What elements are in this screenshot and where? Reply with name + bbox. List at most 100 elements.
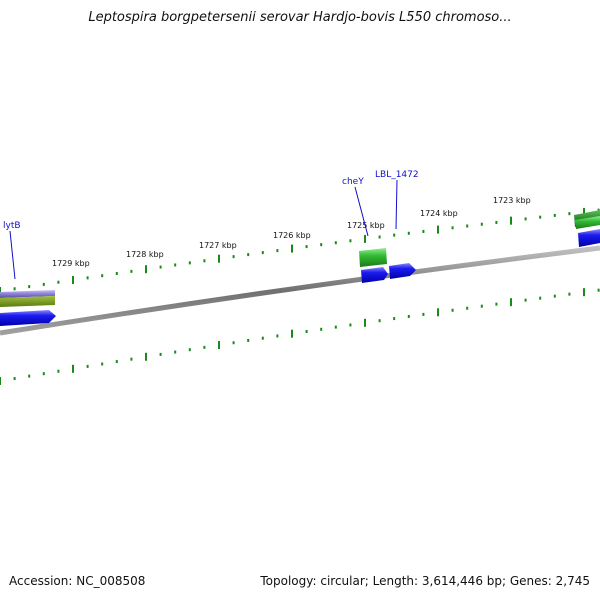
minor-tick: [539, 215, 542, 219]
minor-tick: [349, 323, 352, 327]
minor-tick: [539, 296, 542, 300]
tick-label: 1729 kbp: [52, 259, 90, 268]
minor-tick: [159, 352, 162, 356]
minor-tick: [568, 212, 571, 216]
tick-label: 1728 kbp: [126, 250, 164, 259]
gene-lbl-1472[interactable]: [389, 263, 416, 279]
major-tick: [72, 276, 74, 285]
gene-label-chey[interactable]: cheY: [342, 177, 364, 187]
tick-label: 1727 kbp: [199, 241, 237, 250]
feature-green-right[interactable]: [575, 216, 600, 229]
major-tick: [364, 318, 366, 327]
major-tick: [437, 225, 439, 234]
minor-tick: [101, 362, 104, 366]
minor-tick: [115, 360, 118, 364]
major-tick: [364, 234, 366, 243]
gene-chey[interactable]: [359, 248, 388, 283]
minor-tick: [451, 226, 454, 230]
minor-tick: [276, 249, 279, 253]
gene-label-lytb[interactable]: lytB: [3, 221, 21, 231]
major-tick: [145, 352, 147, 361]
minor-tick: [203, 259, 206, 263]
minor-tick: [13, 377, 16, 381]
minor-tick: [378, 319, 381, 323]
minor-tick: [42, 282, 45, 286]
lower-tick-track: [0, 288, 600, 385]
minor-tick: [86, 276, 89, 280]
minor-tick: [305, 330, 308, 334]
gene-arrow-right[interactable]: [578, 229, 600, 247]
label-leaders: [9, 179, 398, 280]
gene-label-lbl-1472[interactable]: LBL_1472: [375, 170, 419, 180]
major-tick: [145, 265, 147, 274]
minor-tick: [174, 263, 177, 267]
minor-tick: [101, 274, 104, 278]
feature-purple[interactable]: [0, 290, 55, 298]
minor-tick: [349, 239, 352, 243]
minor-tick: [42, 372, 45, 376]
chromosome-backbone: [0, 245, 600, 336]
minor-tick: [247, 338, 250, 342]
minor-tick: [28, 285, 31, 289]
minor-tick: [378, 235, 381, 239]
major-tick: [291, 329, 293, 338]
genome-summary: Topology: circular; Length: 3,614,446 bp…: [260, 574, 590, 588]
tick-label: 1726 kbp: [273, 231, 311, 240]
tick-label: 1724 kbp: [420, 209, 458, 218]
minor-tick: [188, 261, 191, 265]
major-tick: [72, 364, 74, 373]
minor-tick: [130, 269, 133, 273]
gene-arrow-lbl-1472[interactable]: [389, 263, 416, 279]
minor-tick: [451, 308, 454, 312]
major-tick: [291, 244, 293, 253]
minor-tick: [261, 336, 264, 340]
minor-tick: [524, 298, 527, 302]
minor-tick: [232, 255, 235, 259]
minor-tick: [276, 334, 279, 338]
tick-label: 1725 kbp: [347, 221, 385, 230]
minor-tick: [28, 374, 31, 378]
feature-olive[interactable]: [0, 296, 55, 307]
upper-tick-track: [0, 207, 600, 295]
minor-tick: [334, 241, 337, 245]
minor-tick: [174, 350, 177, 354]
minor-tick: [320, 243, 323, 247]
minor-tick: [320, 327, 323, 331]
minor-tick: [247, 253, 250, 257]
minor-tick: [203, 345, 206, 349]
minor-tick: [407, 231, 410, 235]
minor-tick: [407, 314, 410, 318]
minor-tick: [334, 325, 337, 329]
major-tick: [218, 341, 220, 350]
map-title: Leptospira borgpetersenii serovar Hardjo…: [88, 10, 512, 25]
minor-tick: [553, 213, 556, 217]
feature-green-chey[interactable]: [359, 248, 387, 267]
minor-tick: [466, 224, 469, 228]
minor-tick: [422, 312, 425, 316]
major-tick: [510, 298, 512, 307]
feature-block-right[interactable]: [574, 210, 600, 247]
minor-tick: [130, 357, 133, 361]
minor-tick: [568, 292, 571, 296]
minor-tick: [261, 251, 264, 255]
major-tick: [437, 308, 439, 317]
accession-label: Accession: NC_008508: [9, 574, 146, 588]
minor-tick: [232, 341, 235, 345]
minor-tick: [393, 317, 396, 321]
minor-tick: [57, 369, 60, 373]
minor-tick: [188, 348, 191, 352]
minor-tick: [393, 233, 396, 237]
gene-arrow-lytb[interactable]: [0, 310, 56, 326]
minor-tick: [13, 287, 16, 291]
minor-tick: [466, 306, 469, 310]
gene-arrow-chey[interactable]: [361, 267, 388, 283]
minor-tick: [495, 220, 498, 224]
feature-block-lytb[interactable]: [0, 290, 56, 326]
minor-tick: [305, 245, 308, 249]
minor-tick: [115, 272, 118, 276]
minor-tick: [422, 229, 425, 233]
minor-tick: [597, 208, 600, 212]
tick-labels: 1729 kbp 1728 kbp 1727 kbp 1726 kbp 1725…: [52, 196, 531, 268]
major-tick: [0, 377, 1, 385]
tick-label: 1723 kbp: [493, 196, 531, 205]
